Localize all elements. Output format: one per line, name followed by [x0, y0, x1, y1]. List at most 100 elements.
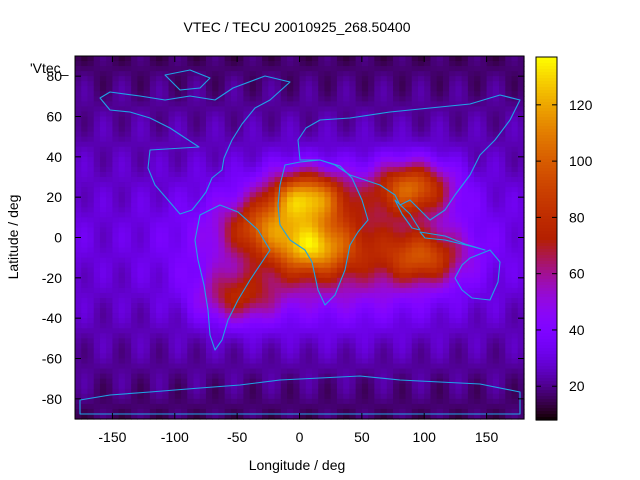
- heatmap-cell: [480, 292, 488, 299]
- heatmap-cell: [156, 398, 163, 405]
- heatmap-cell: [417, 141, 425, 148]
- heatmap-cell: [305, 76, 313, 82]
- heatmap-cell: [343, 156, 350, 163]
- heatmap-cell: [355, 81, 363, 87]
- heatmap-cell: [442, 292, 450, 299]
- heatmap-cell: [361, 308, 369, 314]
- heatmap-cell: [262, 126, 269, 133]
- heatmap-cell: [499, 383, 506, 390]
- heatmap-cell: [311, 91, 319, 97]
- heatmap-cell: [156, 318, 163, 324]
- heatmap-cell: [405, 161, 413, 168]
- heatmap-cell: [81, 61, 89, 67]
- heatmap-cell: [430, 363, 438, 370]
- heatmap-cell: [324, 348, 332, 355]
- heatmap-cell: [287, 222, 294, 229]
- heatmap-cell: [218, 121, 226, 128]
- heatmap-cell: [455, 313, 463, 319]
- heatmap-cell: [368, 71, 375, 77]
- heatmap-cell: [449, 192, 457, 198]
- heatmap-cell: [318, 363, 326, 370]
- heatmap-cell: [274, 373, 282, 380]
- heatmap-cell: [486, 101, 494, 108]
- heatmap-cell: [99, 217, 107, 223]
- heatmap-cell: [75, 116, 82, 123]
- heatmap-cell: [511, 116, 519, 123]
- heatmap-cell: [93, 257, 101, 264]
- heatmap-cell: [87, 252, 95, 259]
- heatmap-cell: [305, 368, 313, 375]
- heatmap-cell: [492, 212, 500, 218]
- heatmap-cell: [386, 76, 394, 82]
- heatmap-cell: [311, 388, 319, 395]
- heatmap-cell: [417, 313, 425, 319]
- heatmap-cell: [361, 202, 369, 208]
- heatmap-cell: [424, 388, 432, 395]
- heatmap-cell: [274, 156, 282, 163]
- heatmap-cell: [224, 242, 232, 249]
- heatmap-cell: [318, 76, 326, 82]
- heatmap-cell: [336, 232, 344, 239]
- heatmap-cell: [162, 267, 170, 274]
- heatmap-cell: [430, 86, 438, 92]
- heatmap-cell: [411, 56, 419, 62]
- heatmap-cell: [87, 328, 95, 334]
- heatmap-cell: [430, 308, 438, 314]
- heatmap-cell: [461, 207, 469, 213]
- heatmap-cell: [368, 177, 375, 183]
- heatmap-cell: [199, 202, 207, 208]
- heatmap-cell: [368, 308, 375, 314]
- heatmap-cell: [461, 333, 469, 339]
- heatmap-cell: [436, 313, 444, 319]
- heatmap-cell: [318, 202, 326, 208]
- heatmap-cell: [268, 287, 276, 294]
- heatmap-cell: [168, 287, 176, 294]
- heatmap-cell: [81, 328, 89, 334]
- heatmap-cell: [380, 56, 388, 62]
- heatmap-cell: [156, 166, 163, 173]
- heatmap-cell: [81, 111, 89, 118]
- heatmap-cell: [499, 66, 506, 72]
- heatmap-cell: [274, 182, 282, 188]
- heatmap-cell: [449, 161, 457, 168]
- heatmap-cell: [131, 222, 138, 229]
- heatmap-cell: [118, 56, 126, 62]
- heatmap-cell: [517, 262, 525, 269]
- heatmap-cell: [237, 151, 244, 158]
- heatmap-cell: [93, 141, 101, 148]
- heatmap-cell: [436, 333, 444, 339]
- heatmap-cell: [181, 66, 188, 72]
- heatmap-cell: [149, 81, 157, 87]
- heatmap-cell: [517, 368, 525, 375]
- heatmap-cell: [181, 161, 188, 168]
- heatmap-cell: [212, 262, 220, 269]
- heatmap-cell: [106, 343, 114, 350]
- heatmap-cell: [374, 277, 382, 284]
- heatmap-cell: [442, 303, 450, 309]
- heatmap-cell: [368, 101, 375, 108]
- heatmap-cell: [393, 242, 400, 249]
- heatmap-cell: [149, 398, 157, 405]
- heatmap-cell: [218, 187, 226, 193]
- heatmap-cell: [374, 187, 382, 193]
- heatmap-cell: [355, 187, 363, 193]
- heatmap-cell: [411, 393, 419, 400]
- heatmap-cell: [474, 197, 481, 203]
- heatmap-cell: [149, 247, 157, 254]
- heatmap-cell: [442, 368, 450, 375]
- heatmap-cell: [137, 156, 145, 163]
- heatmap-cell: [243, 383, 251, 390]
- heatmap-cell: [361, 383, 369, 390]
- heatmap-cell: [112, 363, 120, 370]
- heatmap-cell: [131, 91, 138, 97]
- heatmap-cell: [461, 383, 469, 390]
- heatmap-cell: [349, 277, 357, 284]
- heatmap-cell: [474, 86, 481, 92]
- heatmap-cell: [193, 197, 201, 203]
- heatmap-cell: [199, 126, 207, 133]
- heatmap-cell: [87, 161, 95, 168]
- heatmap-cell: [75, 197, 82, 203]
- heatmap-cell: [505, 101, 513, 108]
- heatmap-cell: [75, 111, 82, 118]
- heatmap-cell: [461, 378, 469, 385]
